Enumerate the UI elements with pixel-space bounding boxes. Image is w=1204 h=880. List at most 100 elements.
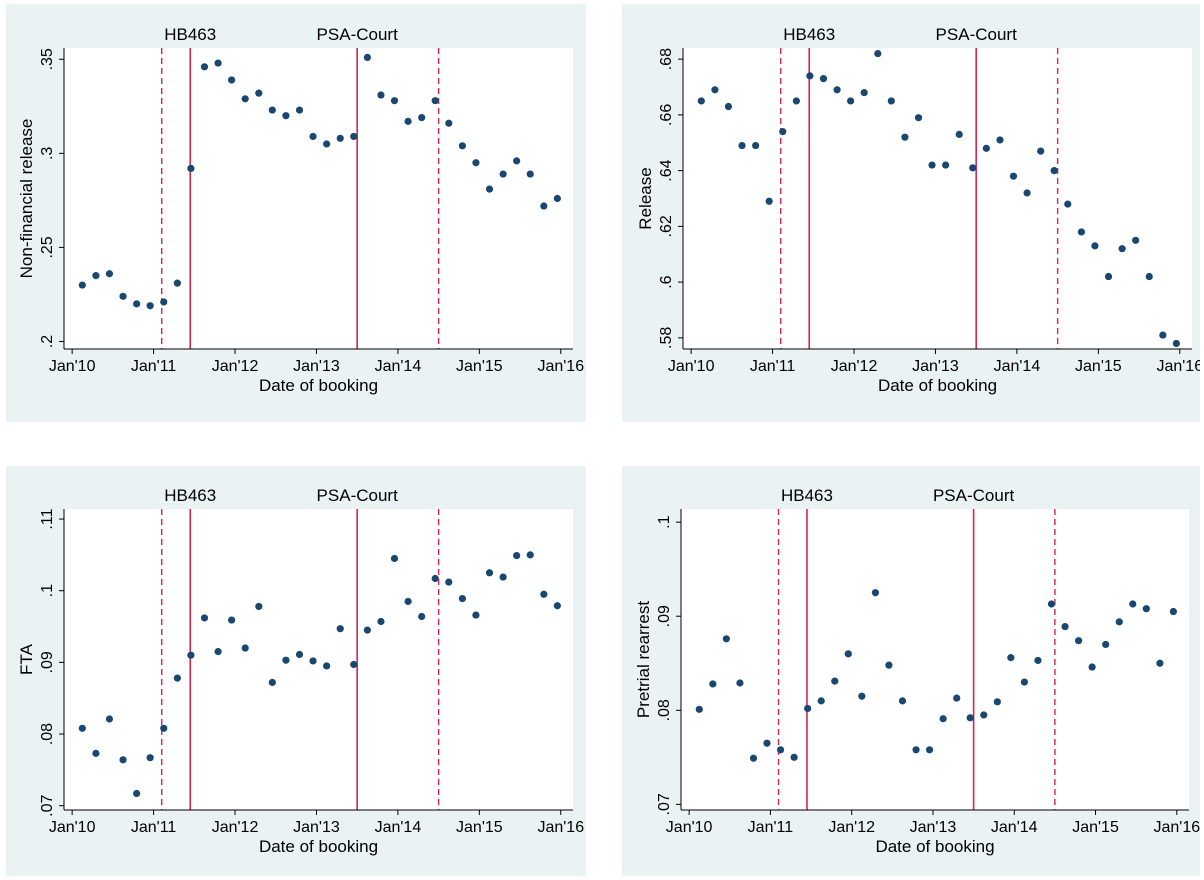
- y-tick-label: .08: [656, 699, 673, 721]
- data-point: [146, 754, 154, 762]
- y-axis-title: FTA: [17, 643, 36, 675]
- event-label: HB463: [783, 25, 835, 44]
- data-point: [390, 97, 399, 105]
- x-tick-label: Jan'12: [212, 819, 259, 836]
- data-point: [928, 161, 936, 169]
- y-tick-label: .62: [658, 215, 675, 237]
- data-point: [445, 578, 453, 586]
- data-point: [350, 132, 358, 141]
- data-point: [860, 88, 868, 97]
- x-tick-label: Jan'13: [912, 358, 959, 375]
- x-tick-label: Jan'14: [994, 358, 1041, 375]
- data-point: [955, 130, 963, 138]
- data-point: [925, 746, 934, 754]
- data-point: [404, 117, 412, 125]
- y-tick-label: .58: [658, 327, 675, 349]
- data-point: [160, 298, 168, 306]
- data-point: [697, 97, 705, 105]
- data-point: [695, 705, 703, 713]
- data-point: [540, 590, 548, 598]
- y-axis-title: Release: [636, 167, 655, 229]
- data-point: [336, 134, 344, 142]
- data-point: [173, 674, 181, 682]
- y-tick-label: .64: [658, 159, 675, 181]
- chart-release: HB463 PSA-Court Jan'10 Jan'11 Jan'12 Jan'13 Ja…: [636, 25, 1200, 395]
- event-label: PSA-Court: [317, 25, 399, 44]
- data-point: [1132, 236, 1140, 244]
- data-point: [445, 119, 453, 127]
- data-point: [255, 89, 263, 97]
- y-tick-label: .25: [39, 236, 56, 258]
- y-tick-label: .3: [39, 147, 56, 160]
- data-point: [942, 161, 950, 169]
- data-point: [709, 680, 717, 688]
- data-point: [1091, 242, 1099, 250]
- y-tick-label: .07: [39, 794, 56, 816]
- data-point: [472, 611, 480, 619]
- data-point: [526, 170, 534, 178]
- data-point: [1075, 637, 1083, 645]
- data-point: [1037, 147, 1045, 155]
- x-tick-label: Jan'15: [456, 358, 503, 375]
- data-point: [200, 614, 209, 622]
- x-tick-label: Jan'15: [1075, 358, 1122, 375]
- x-tick-label: Jan'16: [1153, 819, 1200, 836]
- y-tick-label: .35: [39, 48, 56, 70]
- x-tick-label: Jan'10: [666, 819, 713, 836]
- data-point: [499, 573, 507, 581]
- data-point: [765, 197, 773, 205]
- data-point: [418, 612, 426, 621]
- data-point: [871, 589, 880, 597]
- data-point: [1047, 600, 1056, 608]
- y-tick-label: .09: [656, 605, 673, 627]
- data-point: [228, 616, 236, 624]
- data-point: [980, 711, 988, 719]
- y-tick-label: .68: [658, 48, 675, 70]
- x-tick-label: Jan'12: [831, 358, 878, 375]
- data-point: [749, 754, 758, 762]
- chart-panel-pretrial-rearrest: HB463 PSA-Court Jan'10 Jan'11 Jan'12 Jan'13 Ja…: [622, 466, 1200, 876]
- data-point: [268, 106, 276, 114]
- data-point: [874, 49, 882, 58]
- data-point: [133, 789, 141, 798]
- data-point: [390, 554, 399, 563]
- event-label: PSA-Court: [936, 25, 1018, 44]
- data-point: [982, 144, 990, 152]
- data-point: [526, 551, 534, 559]
- chart-panel-release: HB463 PSA-Court Jan'10 Jan'11 Jan'12 Jan'13 Ja…: [622, 4, 1200, 422]
- y-axis-title: Non-financial release: [17, 119, 36, 279]
- x-tick-label: Jan'14: [375, 358, 422, 375]
- data-point: [133, 300, 141, 308]
- data-point: [200, 63, 209, 71]
- data-point: [513, 551, 521, 560]
- y-axis-title: Pretrial rearrest: [634, 601, 653, 718]
- data-point: [187, 651, 195, 659]
- chart-non-financial-release: HB463 PSA-Court Jan'10 Jan'11 Jan'12 Jan'13 Ja…: [17, 25, 584, 395]
- data-point: [1142, 605, 1150, 613]
- data-point: [806, 72, 814, 80]
- data-point: [1007, 654, 1015, 662]
- data-point: [1169, 607, 1177, 616]
- data-point: [255, 602, 263, 611]
- data-point: [282, 112, 290, 120]
- data-point: [819, 75, 828, 83]
- x-tick-label: Jan'12: [828, 819, 875, 836]
- data-point: [993, 698, 1001, 706]
- data-point: [914, 114, 923, 122]
- data-point: [295, 106, 304, 114]
- data-point: [858, 692, 866, 700]
- x-tick-label: Jan'11: [748, 819, 794, 836]
- plot-area: [64, 48, 573, 349]
- data-point: [268, 678, 276, 687]
- data-point: [738, 141, 746, 150]
- event-label: HB463: [164, 25, 216, 44]
- data-point: [887, 97, 895, 105]
- data-point: [323, 662, 331, 670]
- data-point: [228, 76, 236, 84]
- data-point: [187, 164, 195, 172]
- data-point: [1159, 331, 1167, 339]
- x-tick-label: Jan'10: [49, 358, 96, 375]
- data-point: [833, 86, 841, 94]
- chart-fta: HB463 PSA-Court Jan'10 Jan'11 Jan'12 Jan'13 Ja…: [17, 486, 584, 856]
- y-tick-label: .6: [658, 275, 675, 288]
